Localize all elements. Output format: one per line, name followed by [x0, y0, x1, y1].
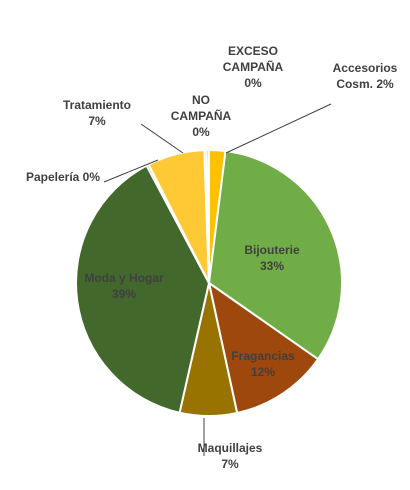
- data-label-line: NO: [192, 93, 210, 107]
- data-label-line: 33%: [260, 259, 284, 273]
- pie-slice-moda-y-hogar: [75, 164, 211, 414]
- data-label-line: Accesorios: [333, 61, 398, 75]
- data-label-bijouterie: Bijouterie 33%: [244, 243, 300, 273]
- data-label-tratamiento: Tratamiento 7%: [63, 98, 131, 128]
- pie-slice-exceso-campana: [205, 148, 210, 284]
- leader-line-accesorios-cosm: [225, 103, 332, 154]
- data-label-exceso-campana: EXCESO CAMPAÑA 0%: [223, 44, 284, 90]
- data-label-line: 12%: [251, 365, 275, 379]
- data-label-line: Papelería 0%: [26, 170, 100, 184]
- data-label-line: Fragancias: [231, 349, 295, 363]
- data-label-line: Bijouterie: [244, 243, 300, 257]
- data-label-line: CAMPAÑA: [171, 108, 232, 123]
- data-label-fragancias: Fragancias 12%: [231, 349, 295, 379]
- data-label-line: Maquillajes: [198, 441, 263, 455]
- data-label-line: EXCESO: [228, 44, 278, 58]
- data-label-line: CAMPAÑA: [223, 59, 284, 74]
- data-label-accesorios-cosm: Accesorios Cosm. 2%: [333, 61, 398, 91]
- data-label-line: Tratamiento: [63, 98, 131, 112]
- leader-line-papeleria: [103, 159, 159, 183]
- data-label-line: Moda y Hogar: [84, 271, 164, 285]
- data-label-line: 0%: [244, 76, 262, 90]
- data-label-line: 7%: [221, 457, 239, 471]
- data-label-line: 0%: [192, 125, 210, 139]
- data-label-maquillajes: Maquillajes 7%: [198, 441, 263, 471]
- data-label-moda-y-hogar: Moda y Hogar 39%: [84, 271, 164, 301]
- pie-slice-bijouterie: [207, 149, 343, 361]
- leader-line-tratamiento: [140, 123, 184, 154]
- data-label-line: 7%: [88, 114, 106, 128]
- pie-slice-fragancias: [207, 280, 320, 415]
- data-label-line: Cosm. 2%: [336, 77, 394, 91]
- data-label-papeleria: Papelería 0%: [26, 170, 100, 184]
- data-label-no-campana: NO CAMPAÑA 0%: [171, 93, 232, 139]
- data-label-line: 39%: [112, 287, 136, 301]
